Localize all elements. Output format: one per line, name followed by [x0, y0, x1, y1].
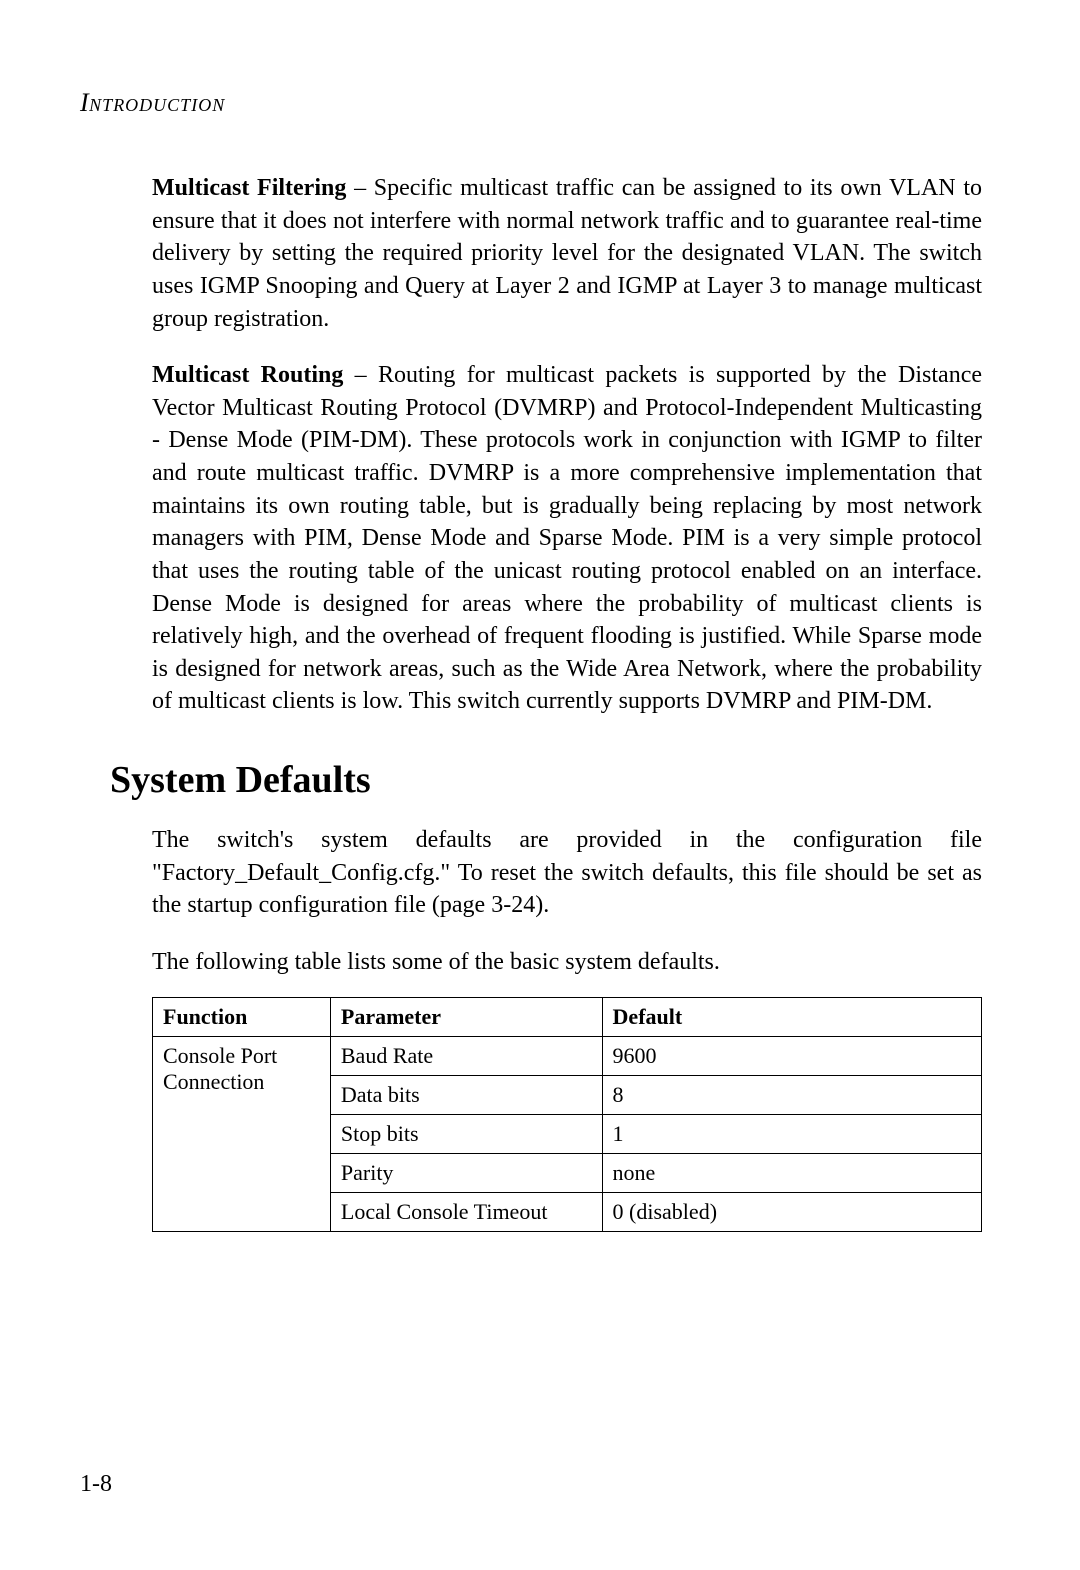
th-default: Default [602, 997, 981, 1036]
paragraph-multicast-routing: Multicast Routing – Routing for multicas… [152, 359, 982, 718]
bold-lead-2: Multicast Routing [152, 362, 343, 388]
paragraph-defaults-intro: The switch's system defaults are provide… [152, 824, 982, 922]
th-parameter: Parameter [330, 997, 602, 1036]
td-default: 1 [602, 1114, 981, 1153]
bold-lead-1: Multicast Filtering [152, 175, 346, 201]
paragraph-multicast-filtering: Multicast Filtering – Specific multicast… [152, 172, 982, 335]
td-parameter: Baud Rate [330, 1036, 602, 1075]
running-head: Introduction [80, 88, 1000, 118]
sep-1: – [346, 175, 373, 201]
defaults-table-wrap: Function Parameter Default Console Port … [152, 997, 982, 1232]
paragraph-defaults-lead: The following table lists some of the ba… [152, 946, 982, 979]
page-number: 1-8 [80, 1471, 112, 1498]
section-heading-system-defaults: System Defaults [110, 758, 1000, 802]
running-head-rest: ntroduction [89, 95, 225, 115]
td-default: none [602, 1153, 981, 1192]
th-function: Function [153, 997, 331, 1036]
text-2: Routing for multicast packets is support… [152, 362, 982, 714]
td-function: Console Port Connection [153, 1036, 331, 1231]
body-column-2: The switch's system defaults are provide… [152, 824, 982, 1232]
table-header-row: Function Parameter Default [153, 997, 982, 1036]
td-parameter: Local Console Timeout [330, 1192, 602, 1231]
td-parameter: Stop bits [330, 1114, 602, 1153]
td-parameter: Parity [330, 1153, 602, 1192]
td-default: 8 [602, 1075, 981, 1114]
td-default: 9600 [602, 1036, 981, 1075]
td-default: 0 (disabled) [602, 1192, 981, 1231]
running-head-text: I [80, 88, 89, 117]
table-row: Console Port Connection Baud Rate 9600 [153, 1036, 982, 1075]
body-column: Multicast Filtering – Specific multicast… [152, 172, 982, 718]
page: Introduction Multicast Filtering – Speci… [0, 0, 1080, 1570]
sep-2: – [343, 362, 378, 388]
defaults-table: Function Parameter Default Console Port … [152, 997, 982, 1232]
td-parameter: Data bits [330, 1075, 602, 1114]
